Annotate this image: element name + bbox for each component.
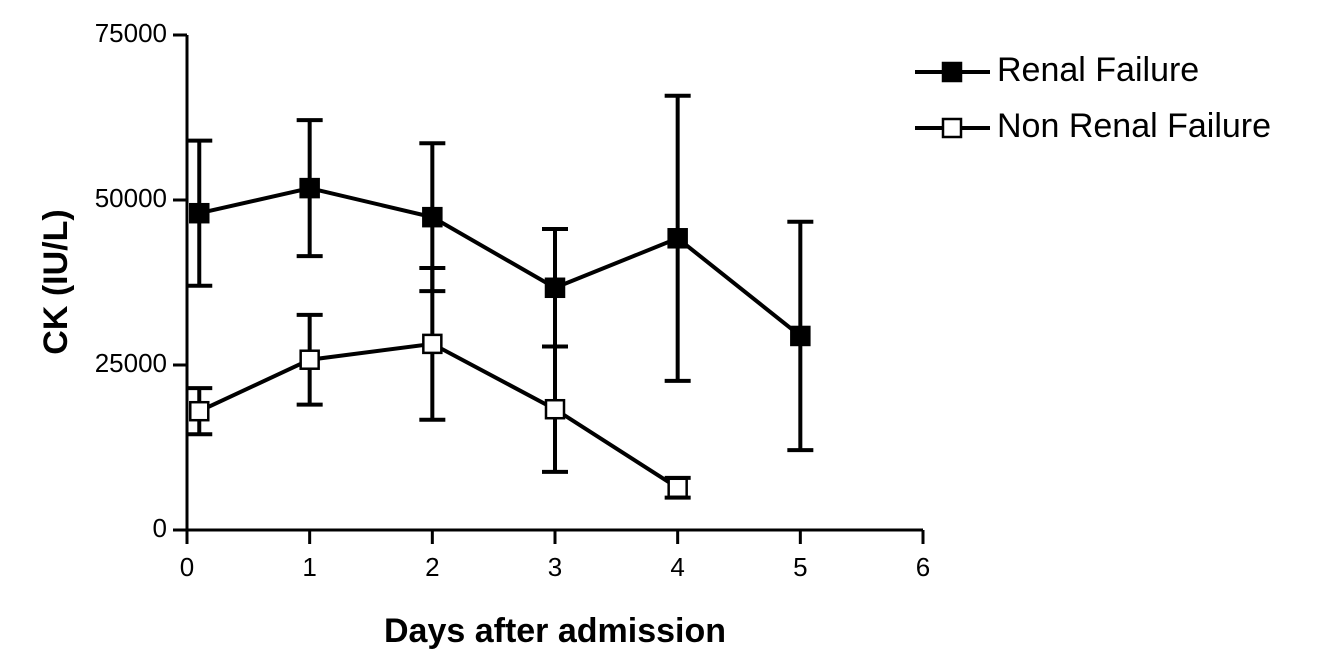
legend-label: Renal Failure [997,51,1199,89]
x-tick-label: 4 [670,552,684,582]
point [544,398,566,420]
point [189,202,210,224]
x-tick-label: 3 [548,552,562,582]
point [667,477,688,499]
y-tick-label: 0 [153,513,167,543]
x-tick-label: 6 [916,552,930,582]
point [422,333,443,355]
point [667,228,688,249]
x-axis-label: Days after admission [384,612,726,650]
legend-marker [941,117,963,139]
y-axis-label: CK (IU/L) [37,209,75,354]
series-line [198,186,802,338]
point [790,325,811,347]
point [299,177,320,199]
x-tick-label: 2 [425,552,439,582]
series-line [198,341,679,490]
x-tick-label: 1 [302,552,316,582]
point [189,400,210,422]
y-tick-label: 25000 [95,348,167,378]
x-tick-label: 5 [793,552,807,582]
y-tick-label: 50000 [95,183,167,213]
point [299,349,320,370]
y-tick-label: 75000 [95,18,167,48]
point [422,206,443,228]
legend-label: Non Renal Failure [997,107,1271,145]
x-tick-label: 0 [180,552,194,582]
point [544,277,566,299]
legend-marker [941,61,963,83]
